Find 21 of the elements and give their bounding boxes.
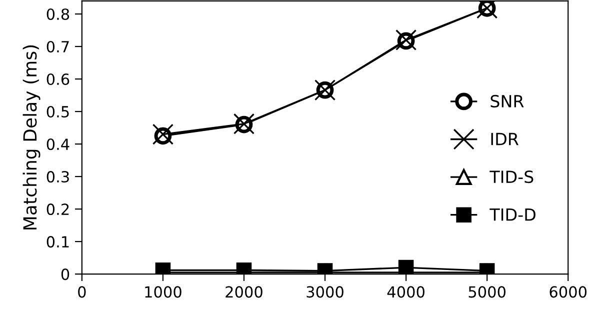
- legend-label: TID-S: [490, 170, 534, 184]
- y-tick-label: 0.8: [46, 8, 70, 20]
- x-tick-label: 4000: [387, 286, 424, 298]
- legend-label: IDR: [491, 132, 519, 146]
- x-tick-label: 1000: [145, 286, 182, 298]
- y-tick-label: 0.1: [46, 236, 69, 248]
- x-tick-label: 5000: [468, 286, 506, 298]
- legend-label: TID-D: [490, 208, 536, 221]
- y-tick-label: 0.6: [46, 73, 70, 86]
- y-tick-label: 0.4: [46, 138, 70, 150]
- y-axis-title: Matching Delay (ms): [22, 45, 40, 230]
- x-tick-label: 3000: [306, 286, 344, 298]
- x-tick-label: 0: [78, 286, 86, 298]
- legend-label: SNR: [490, 94, 524, 108]
- y-tick-label: 0.5: [46, 106, 69, 118]
- y-tick-label: 0: [61, 268, 70, 280]
- y-tick-label: 0.3: [46, 170, 69, 183]
- x-tick-label: 2000: [226, 286, 262, 298]
- y-tick-label: 0.2: [46, 204, 69, 216]
- y-tick-label: 0.7: [46, 40, 69, 53]
- x-tick-label: 6000: [550, 286, 587, 298]
